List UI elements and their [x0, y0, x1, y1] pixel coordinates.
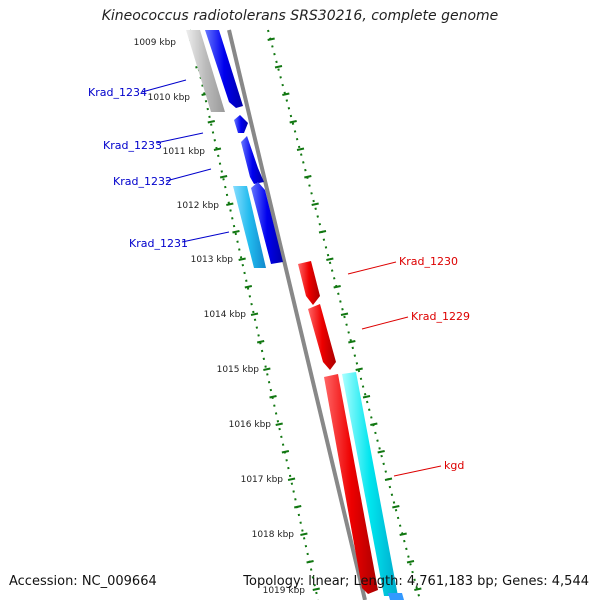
- kbp-label: 1011 kbp: [163, 147, 206, 157]
- kbp-label: 1017 kbp: [241, 475, 284, 485]
- gene-krad-1231[interactable]: [251, 182, 283, 264]
- tick-mark: [287, 477, 296, 481]
- tick-mark: [312, 587, 320, 591]
- forward-features[interactable]: [186, 30, 283, 268]
- tick-mark: [296, 147, 305, 151]
- kbp-label: 1019 kbp: [263, 586, 306, 596]
- tick-mark: [238, 257, 246, 261]
- gene-krad-1234[interactable]: [205, 30, 243, 108]
- cds-kgd[interactable]: [342, 372, 398, 596]
- blue-tail-feature[interactable]: [388, 593, 404, 600]
- tick-mark: [384, 477, 393, 481]
- tick-mark: [406, 560, 415, 564]
- gene-krad-1230[interactable]: [298, 261, 320, 305]
- accession-label: Accession: NC_009664: [9, 574, 157, 589]
- gene-label-krad-1233[interactable]: Krad_1233: [103, 139, 162, 152]
- tick-mark: [256, 340, 265, 344]
- tick-mark: [250, 312, 259, 316]
- tick-mark: [300, 532, 308, 536]
- tick-mark: [318, 230, 327, 234]
- gene-label-krad-1229[interactable]: Krad_1229: [411, 310, 470, 323]
- topology-summary: Topology: linear; Length: 4,761,183 bp; …: [243, 574, 589, 589]
- tick-mark: [219, 175, 228, 179]
- tick-mark: [370, 422, 378, 426]
- leader-line: [361, 316, 409, 330]
- tick-mark: [333, 285, 341, 289]
- reverse-features[interactable]: [298, 261, 404, 600]
- tick-mark: [267, 37, 275, 41]
- kbp-label: 1015 kbp: [217, 365, 260, 375]
- tick-mark: [274, 65, 283, 69]
- cds-krad-1231[interactable]: [233, 186, 266, 268]
- tick-mark: [275, 422, 283, 426]
- tick-mark: [399, 532, 407, 536]
- gene-label-krad-1231[interactable]: Krad_1231: [129, 237, 188, 250]
- genome-title: Kineococcus radiotolerans SRS30216, comp…: [101, 8, 499, 24]
- tick-mark: [306, 560, 314, 564]
- right-gene-labels: Krad_1230 Krad_1229 kgd: [347, 255, 470, 477]
- kbp-label: 1014 kbp: [204, 310, 247, 320]
- leader-line: [165, 168, 212, 182]
- tick-mark: [362, 395, 371, 399]
- gray-feature[interactable]: [186, 30, 225, 112]
- leader-line: [141, 79, 187, 93]
- kbp-label: 1010 kbp: [148, 93, 191, 103]
- tick-mark: [226, 202, 234, 206]
- tick-mark: [269, 395, 277, 399]
- tick-mark: [311, 202, 319, 206]
- tick-mark: [304, 175, 312, 179]
- tick-mark: [213, 147, 222, 151]
- tick-mark: [244, 285, 253, 289]
- leader-line: [347, 261, 397, 275]
- minor-ticks: [189, 37, 422, 591]
- gene-label-kgd[interactable]: kgd: [444, 459, 464, 472]
- left-tick-track: [189, 29, 319, 600]
- left-gene-labels: Krad_1234 Krad_1233 Krad_1232 Krad_1231: [88, 79, 230, 250]
- gene-krad-1233[interactable]: [234, 115, 248, 133]
- leader-line: [155, 132, 204, 144]
- tick-mark: [232, 230, 240, 234]
- tick-mark: [289, 120, 297, 124]
- gene-label-krad-1230[interactable]: Krad_1230: [399, 255, 458, 268]
- leader-line: [181, 231, 230, 243]
- tick-mark: [392, 505, 400, 509]
- kbp-label: 1009 kbp: [134, 38, 177, 48]
- gene-krad-1229[interactable]: [308, 304, 336, 370]
- leader-line: [393, 465, 442, 477]
- tick-mark: [377, 450, 385, 454]
- kbp-label: 1012 kbp: [177, 201, 220, 211]
- tick-mark: [355, 367, 363, 371]
- gene-kgd[interactable]: [324, 374, 378, 594]
- gene-label-krad-1232[interactable]: Krad_1232: [113, 175, 172, 188]
- kbp-ticks: 1009 kbp 1010 kbp 1011 kbp 1012 kbp 1013…: [134, 38, 306, 596]
- kbp-label: 1013 kbp: [191, 255, 234, 265]
- tick-mark: [348, 340, 356, 344]
- tick-mark: [207, 120, 215, 124]
- tick-mark: [326, 257, 334, 261]
- tick-mark: [282, 92, 290, 96]
- tick-mark: [294, 505, 302, 509]
- tick-mark: [281, 450, 290, 454]
- tick-mark: [340, 312, 349, 316]
- kbp-label: 1018 kbp: [252, 530, 295, 540]
- gene-label-krad-1234[interactable]: Krad_1234: [88, 86, 147, 99]
- tick-mark: [414, 587, 422, 591]
- gene-krad-1232[interactable]: [241, 136, 264, 184]
- sequence-backbone: [227, 29, 367, 600]
- tick-mark: [263, 367, 271, 371]
- kbp-label: 1016 kbp: [229, 420, 272, 430]
